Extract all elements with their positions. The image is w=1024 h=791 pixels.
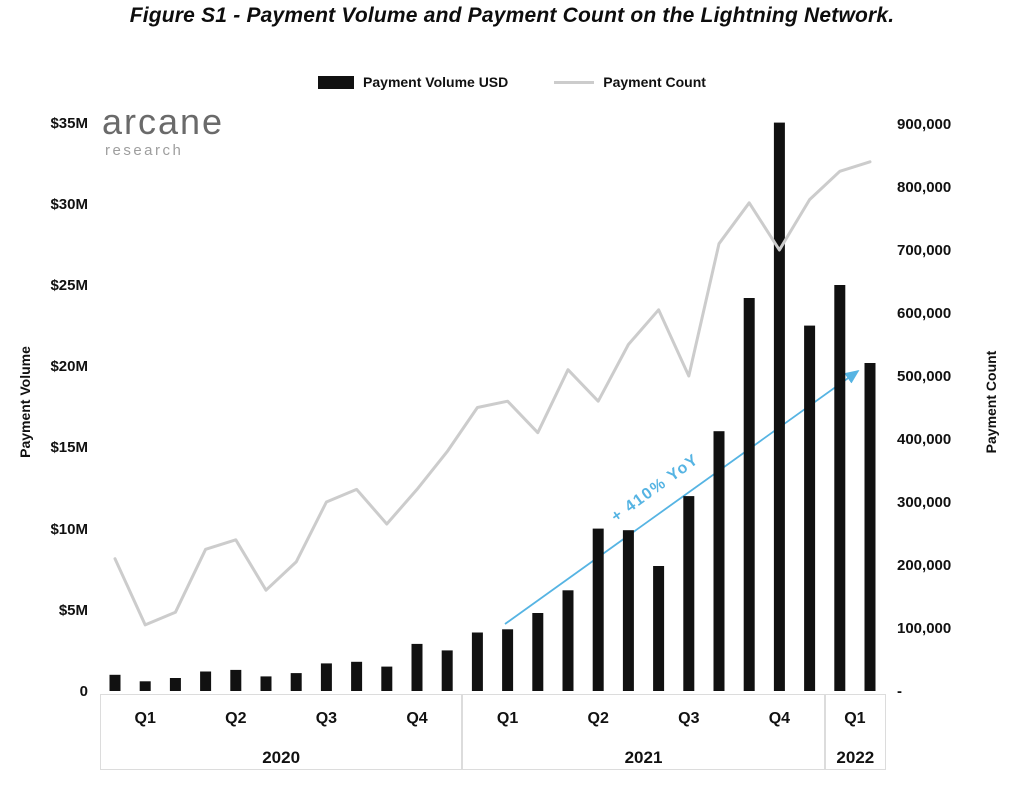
quarter-label: Q4 <box>768 710 791 727</box>
volume-bar <box>622 530 634 691</box>
right-axis-tick: 100,000 <box>897 620 952 637</box>
left-axis-tick: $35M <box>50 114 88 132</box>
volume-bar <box>139 681 151 691</box>
arcane-logo-name: arcane <box>102 101 225 142</box>
volume-bar <box>683 496 695 691</box>
volume-bar <box>502 629 514 691</box>
year-box-2020 <box>100 694 463 770</box>
legend-item-payment-count: Payment Count <box>554 74 706 90</box>
volume-bar <box>592 528 604 691</box>
volume-bar <box>411 643 423 691</box>
quarter-label: Q3 <box>315 710 338 727</box>
right-axis-tick: - <box>897 683 902 700</box>
right-axis-tick: 800,000 <box>897 179 952 196</box>
volume-bar <box>320 663 332 691</box>
volume-bar <box>653 566 665 691</box>
bar-swatch-icon <box>318 75 355 89</box>
left-axis-tick: $20M <box>50 358 88 376</box>
right-axis-tick: 700,000 <box>897 242 952 259</box>
quarter-label: Q2 <box>587 710 609 727</box>
left-axis-tick: 0 <box>79 683 88 700</box>
year-label: 2022 <box>836 748 875 767</box>
year-box-2021 <box>462 694 825 770</box>
quarter-label: Q1 <box>844 710 866 727</box>
volume-bar <box>532 613 544 691</box>
right-axis-tick: 500,000 <box>897 368 952 385</box>
year-label: 2021 <box>624 748 663 767</box>
volume-bar <box>562 590 574 691</box>
year-box-2022 <box>824 694 886 770</box>
volume-bar <box>290 673 302 691</box>
legend-label-count: Payment Count <box>603 74 706 90</box>
volume-bar <box>773 122 785 692</box>
quarter-label: Q1 <box>134 710 156 727</box>
quarter-label: Q4 <box>406 710 428 727</box>
left-axis-tick: $30M <box>50 195 88 213</box>
line-swatch-icon <box>554 80 595 84</box>
volume-bar <box>713 431 725 691</box>
quarter-label: Q3 <box>678 710 700 727</box>
left-axis-tick: $5M <box>58 601 88 619</box>
year-label: 2020 <box>262 748 301 767</box>
payment-count-line <box>113 160 872 627</box>
yoy-arrow <box>504 369 860 625</box>
left-axis-tick: $25M <box>50 277 88 294</box>
volume-bar <box>230 669 242 691</box>
quarter-label: Q2 <box>225 710 247 727</box>
volume-bar <box>351 661 363 691</box>
volume-bar <box>381 666 393 691</box>
arcane-logo-subtitle: research <box>105 142 184 159</box>
chart-legend: Payment Volume USD Payment Count <box>0 74 1024 90</box>
volume-bar <box>260 676 272 691</box>
arcane-logo: arcane research <box>102 101 225 159</box>
legend-label-volume: Payment Volume USD <box>363 74 509 90</box>
right-axis-tick: 400,000 <box>897 431 952 448</box>
volume-bar <box>169 678 181 691</box>
left-axis-tick: $10M <box>50 520 88 538</box>
volume-bar <box>864 363 876 691</box>
volume-bar <box>743 298 755 691</box>
figure-title: Figure S1 - Payment Volume and Payment C… <box>129 4 895 27</box>
legend-item-payment-volume: Payment Volume USD <box>318 74 508 90</box>
volume-bar <box>200 671 212 691</box>
volume-bar <box>471 632 483 691</box>
volume-bar <box>109 674 121 691</box>
left-axis-tick: $15M <box>50 439 88 457</box>
volume-bar <box>804 325 816 691</box>
quarter-label: Q1 <box>496 710 519 727</box>
right-axis-tick: 600,000 <box>897 305 952 322</box>
volume-bar <box>441 650 453 691</box>
volume-bar <box>834 285 846 691</box>
right-axis-tick: 900,000 <box>897 116 952 133</box>
right-axis-tick: 200,000 <box>897 557 952 574</box>
right-axis-tick: 300,000 <box>897 494 952 511</box>
